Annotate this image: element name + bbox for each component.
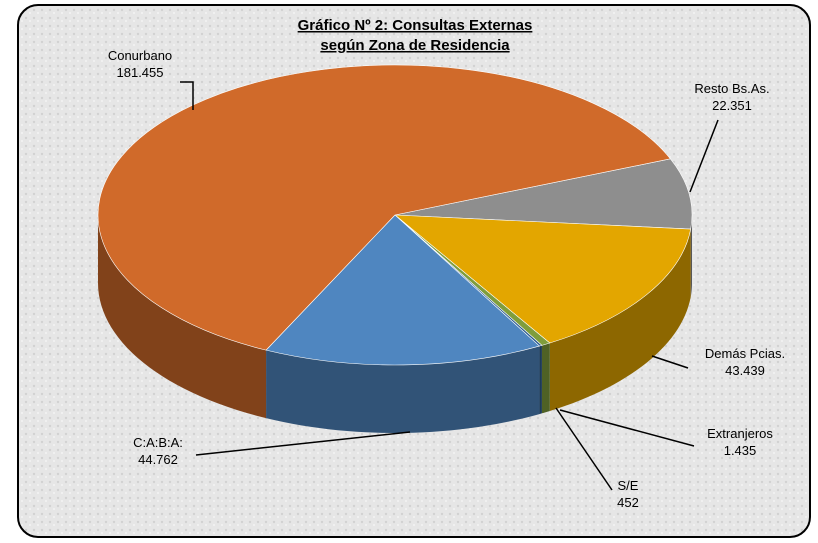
- pie-slice: [265, 214, 541, 366]
- value-label: 43.439: [725, 363, 765, 378]
- category-label: Conurbano: [108, 48, 172, 63]
- value-label: 1.435: [724, 443, 757, 458]
- leader-line: [689, 119, 719, 193]
- chart-title: según Zona de Residencia: [320, 37, 510, 54]
- pie-slice: [97, 64, 671, 351]
- leader-line: [555, 407, 613, 491]
- pie-side: [690, 215, 692, 298]
- leader-line: [195, 431, 411, 456]
- value-label: 22.351: [712, 98, 752, 113]
- pie-side: [541, 343, 550, 414]
- value-label: 452: [617, 495, 639, 510]
- pie-side: [539, 345, 542, 415]
- category-label: Resto Bs.As.: [694, 81, 769, 96]
- pie-side: [549, 229, 691, 412]
- leader-line: [559, 409, 695, 447]
- category-label: S/E: [618, 478, 639, 493]
- pie-slice: [394, 214, 692, 344]
- pie-side: [266, 346, 540, 433]
- leader-line: [180, 81, 194, 110]
- chart-title: Gráfico Nº 2: Consultas Externas: [298, 17, 533, 34]
- category-label: Extranjeros: [707, 426, 773, 441]
- category-label: Demás Pcias.: [705, 346, 785, 361]
- pie-side: [98, 215, 267, 419]
- category-label: C:A:B:A:: [133, 435, 183, 450]
- value-label: 44.762: [138, 452, 178, 467]
- value-label: 181.455: [117, 65, 164, 80]
- leader-line: [651, 355, 689, 369]
- pie-slice: [394, 158, 693, 230]
